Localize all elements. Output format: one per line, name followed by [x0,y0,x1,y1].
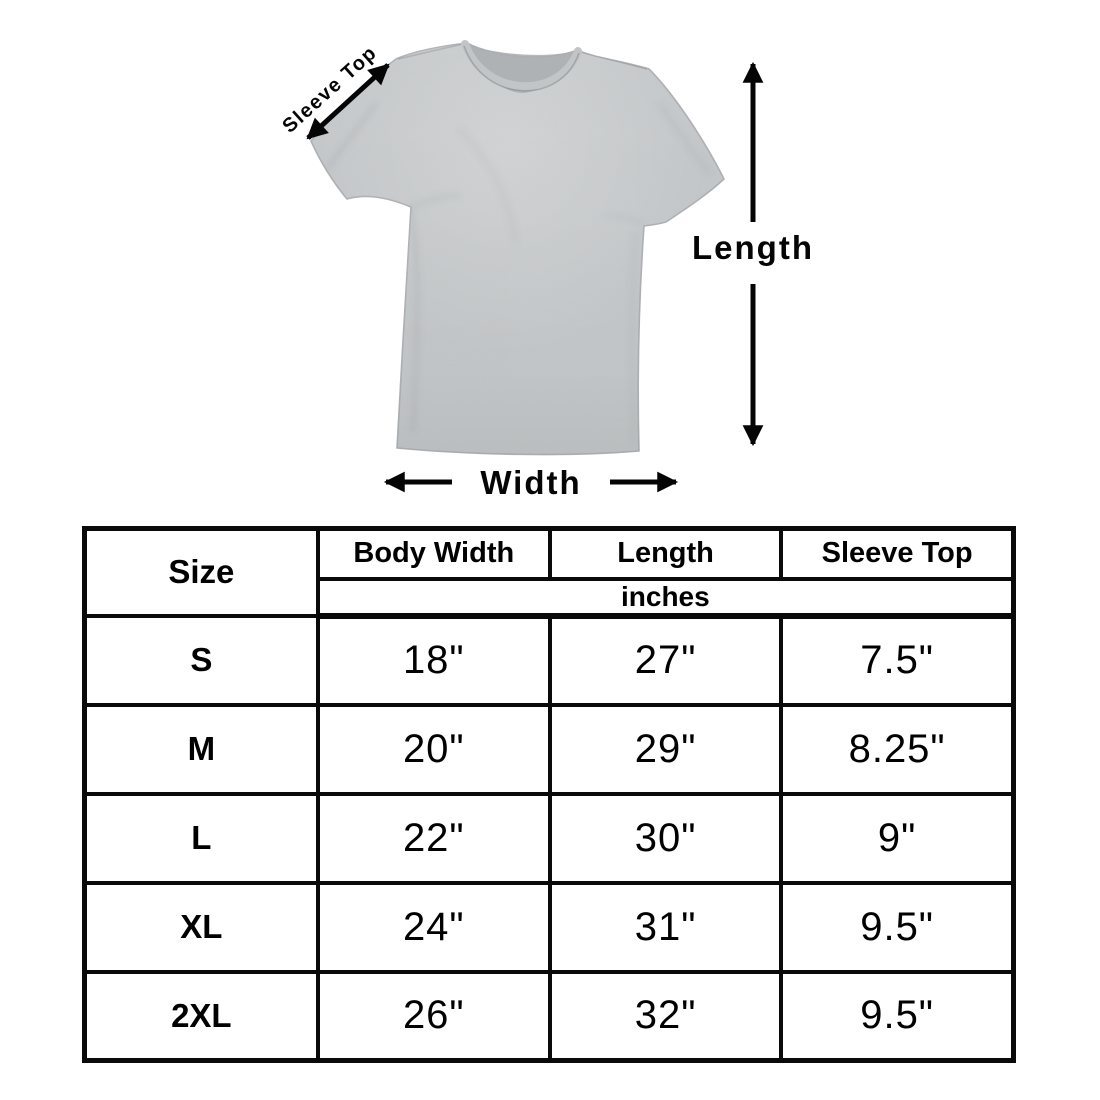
table-row-l: L 22" 30" 9" [82,791,1016,885]
column-header-size: Size [82,526,320,618]
column-header-sleeve-top: Sleeve Top [779,526,1016,581]
body-width-value: 26" [315,969,552,1063]
table-row-m: M 20" 29" 8.25" [82,702,1016,796]
sleeve-top-value: 9.5" [779,969,1016,1063]
column-header-body-width: Body Width [315,526,552,581]
dimension-annotations: Sleeve Top Length Width [278,42,814,501]
size-label: XL [82,880,320,974]
tshirt-image [310,40,725,456]
length-value: 31" [547,880,784,974]
length-label: Length [692,229,814,266]
length-value: 27" [547,613,784,707]
length-value: 32" [547,969,784,1063]
sleeve-top-value: 8.25" [779,702,1016,796]
body-width-value: 20" [315,702,552,796]
table-row-s: S 18" 27" 7.5" [82,613,1016,707]
width-label: Width [480,464,581,501]
body-width-value: 22" [315,791,552,885]
length-value: 29" [547,702,784,796]
sleeve-top-value: 9.5" [779,880,1016,974]
body-width-value: 18" [315,613,552,707]
sleeve-top-value: 9" [779,791,1016,885]
size-label: S [82,613,320,707]
size-label: 2XL [82,969,320,1063]
size-chart-table: Size Body Width Length Sleeve Top inches… [82,526,1016,1063]
body-width-value: 24" [315,880,552,974]
table-row-xl: XL 24" 31" 9.5" [82,880,1016,974]
table-row-2xl: 2XL 26" 32" 9.5" [82,969,1016,1063]
tshirt-collar-seam [463,45,580,92]
sleeve-top-label: Sleeve Top [278,42,381,138]
tshirt-collar-band [461,40,582,91]
size-label: M [82,702,320,796]
sleeve-top-value: 7.5" [779,613,1016,707]
column-header-length: Length [547,526,784,581]
length-value: 30" [547,791,784,885]
size-label: L [82,791,320,885]
unit-header: inches [315,576,1016,619]
sleeve-top-arrow [306,63,390,140]
